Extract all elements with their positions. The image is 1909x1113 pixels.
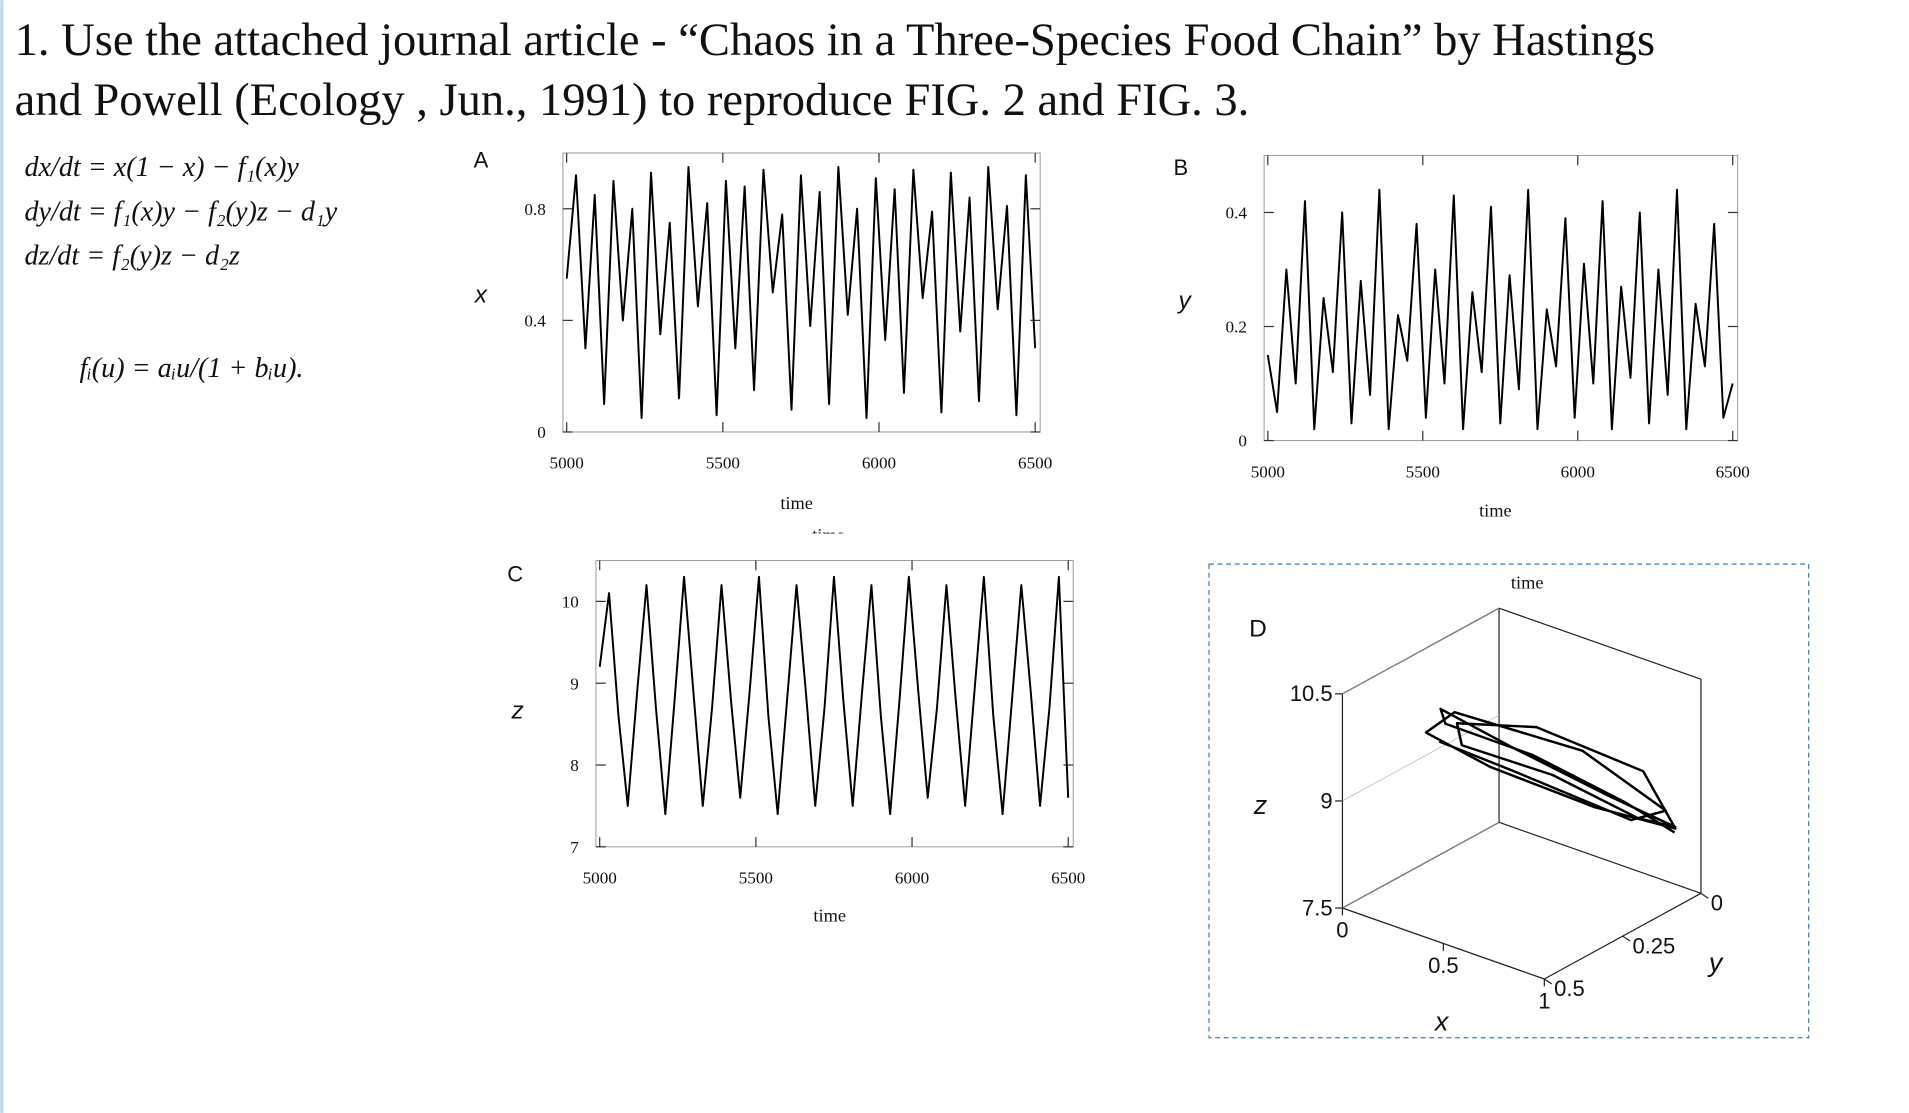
stray-label: time (812, 525, 845, 545)
y-tick-label: 0.8 (524, 200, 545, 219)
stray-label-clip: time (812, 525, 845, 545)
y-tick-label: 0 (1711, 890, 1723, 915)
y-tick-label: 0 (537, 423, 546, 442)
box-edge (1498, 607, 1702, 680)
x-tick-label: 1 (1538, 988, 1550, 1013)
x-tick-label: 5500 (706, 454, 740, 473)
data-line (598, 575, 1070, 816)
grid-line (1342, 607, 1500, 695)
x-tick-label: 5000 (1251, 462, 1285, 481)
x-axis-label: time (1479, 500, 1512, 520)
panel-letter: B (1174, 155, 1189, 180)
y-tick-label: 0 (1238, 432, 1247, 451)
x-tick-label: 6000 (1561, 462, 1595, 481)
x-tick-label: 5000 (583, 869, 617, 888)
z-tick-label: 10.5 (1290, 681, 1333, 706)
equation: dy/dt = f₁(x)y − f₂(y)z − d₁y (24, 196, 337, 227)
y-axis-label: x (474, 281, 488, 308)
top-label: time (1511, 573, 1544, 593)
y-tick-label: 8 (570, 756, 579, 775)
y-tick-label: 7 (570, 838, 579, 857)
y-tick-label: 0.25 (1632, 933, 1675, 958)
x-axis-label: time (780, 493, 813, 513)
x-tick-label: 6000 (862, 454, 896, 473)
grid-line (1342, 822, 1500, 909)
y-tick (1543, 978, 1553, 985)
x-tick-label: 5500 (739, 869, 773, 888)
x-tick-label: 6500 (1018, 454, 1052, 473)
attractor (1424, 707, 1677, 834)
z-axis-label: z (1253, 790, 1268, 820)
x-tick-label: 6000 (895, 869, 929, 888)
panel-letter: A (474, 148, 489, 173)
data-line (1266, 188, 1734, 431)
axis-line (1544, 892, 1702, 980)
y-tick-label: 9 (570, 674, 579, 693)
y-tick-label: 0.2 (1226, 318, 1247, 337)
x-axis-label: x (1433, 1006, 1450, 1036)
function-definition: fᵢ(u) = aᵢu/(1 + bᵢu). (80, 353, 304, 384)
box-edge (1498, 821, 1702, 894)
equation: dz/dt = f₂(y)z − d₂z (24, 240, 239, 271)
selection-box (1208, 563, 1810, 1039)
equation: dx/dt = x(1 − x) − f₁(x)y (24, 152, 299, 183)
y-tick-label: 10 (562, 593, 579, 612)
x-tick-label: 0 (1336, 917, 1348, 942)
y-tick (1622, 935, 1631, 942)
plot-frame (562, 152, 1041, 433)
x-tick-label: 6500 (1716, 462, 1750, 481)
y-axis-label: y (1707, 948, 1724, 978)
x-tick-label: 5000 (550, 454, 584, 473)
y-tick (1700, 892, 1709, 899)
data-line (565, 165, 1037, 420)
x-tick-label: 0.5 (1428, 953, 1459, 978)
title-line: 1. Use the attached journal article - “C… (15, 15, 1655, 66)
z-tick-label: 7.5 (1302, 895, 1333, 920)
panel-letter: D (1249, 615, 1267, 642)
y-axis-label: z (511, 697, 524, 724)
grid-line (1342, 715, 1500, 802)
y-tick-label: 0.4 (524, 312, 546, 331)
y-axis-label: y (1176, 287, 1192, 314)
y-tick-label: 0.4 (1226, 204, 1248, 223)
plot-frame (595, 559, 1074, 848)
left-border (0, 0, 4, 1113)
z-tick-label: 9 (1320, 788, 1332, 813)
x-tick-label: 5500 (1406, 462, 1440, 481)
title-line: and Powell (Ecology , Jun., 1991) to rep… (15, 75, 1250, 126)
panel-letter: C (507, 561, 523, 586)
y-tick-label: 0.5 (1554, 976, 1585, 1001)
x-axis-label: time (813, 905, 846, 925)
plot-frame (1263, 154, 1739, 442)
x-tick-label: 6500 (1051, 869, 1085, 888)
